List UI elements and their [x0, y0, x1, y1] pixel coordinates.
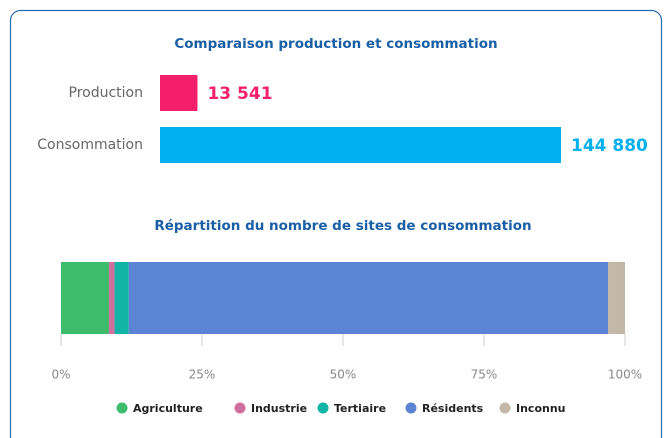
- value-label: 144 880: [571, 136, 648, 156]
- legend-swatch: [234, 402, 246, 414]
- bar-segment: [608, 262, 625, 334]
- bar-segment: [114, 262, 129, 334]
- bar: [160, 127, 561, 163]
- x-tick-label: 0%: [51, 368, 70, 382]
- x-tick-label: 25%: [189, 368, 216, 382]
- category-label: Consommation: [37, 137, 143, 153]
- legend-label: Inconnu: [516, 402, 566, 415]
- legend-swatch: [405, 402, 417, 414]
- legend-swatch: [499, 402, 511, 414]
- bar-segment: [108, 262, 115, 334]
- legend-swatch: [116, 402, 128, 414]
- chart-title: Répartition du nombre de sites de consom…: [154, 218, 531, 234]
- legend-label: Industrie: [251, 402, 307, 415]
- legend-swatch: [317, 402, 329, 414]
- category-label: Production: [69, 85, 143, 101]
- legend-label: Agriculture: [133, 402, 203, 415]
- value-label: 13 541: [207, 84, 272, 104]
- x-tick-label: 50%: [330, 368, 357, 382]
- chart-title: Comparaison production et consommation: [174, 36, 497, 52]
- bar-segment: [128, 262, 609, 334]
- bar-segment: [61, 262, 109, 334]
- bar: [160, 75, 198, 111]
- x-tick-label: 75%: [471, 368, 498, 382]
- legend-label: Résidents: [422, 402, 484, 415]
- legend-label: Tertiaire: [334, 402, 386, 415]
- x-tick-label: 100%: [608, 368, 642, 382]
